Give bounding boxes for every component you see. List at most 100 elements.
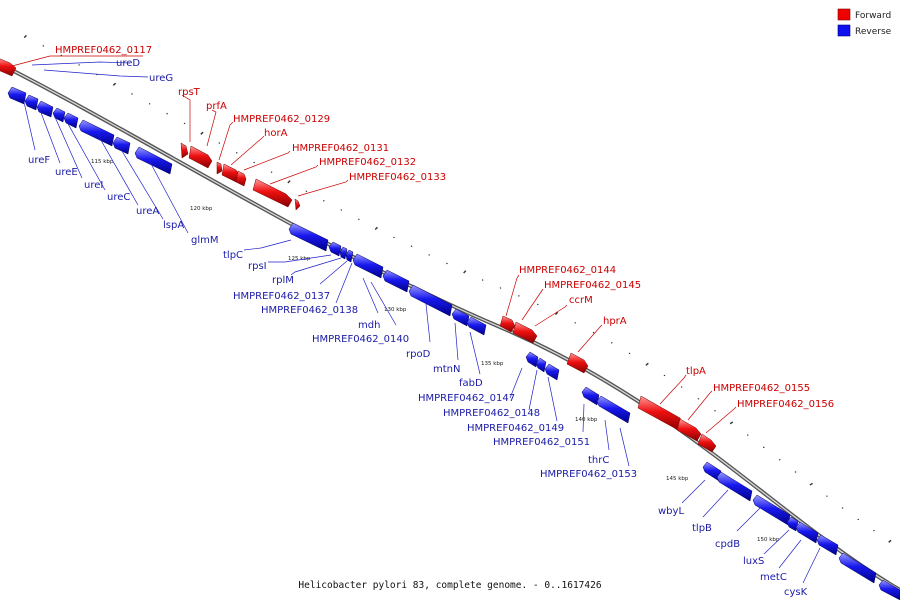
label-hora[interactable]: horA bbox=[264, 128, 288, 139]
label-urea[interactable]: ureA bbox=[136, 206, 159, 217]
label-wbyl[interactable]: wbyL bbox=[658, 506, 684, 517]
gene-block-cysk[interactable] bbox=[816, 534, 839, 556]
gene-block-hmpref0462-0153[interactable] bbox=[596, 395, 631, 424]
gene-block-hmpref0462-0137[interactable] bbox=[345, 249, 354, 263]
gene-block-thrc[interactable] bbox=[581, 386, 600, 406]
label-rpod[interactable]: rpoD bbox=[406, 349, 431, 360]
label-hmpref0462-0153[interactable]: HMPREF0462_0153 bbox=[540, 469, 637, 480]
label-hmpref0462-0133[interactable]: HMPREF0462_0133 bbox=[349, 172, 446, 183]
gene-block-hmpref0462-0131[interactable] bbox=[235, 170, 247, 187]
label-hmpref0462-0140[interactable]: HMPREF0462_0140 bbox=[312, 334, 409, 345]
label-cysk[interactable]: cysK bbox=[784, 587, 808, 598]
label-rplm[interactable]: rplM bbox=[272, 275, 294, 286]
gene-block-rpst[interactable] bbox=[180, 142, 189, 159]
label-uref[interactable]: ureF bbox=[28, 155, 50, 166]
gene-block-ureg[interactable] bbox=[24, 94, 39, 111]
gene-block-tlpa[interactable] bbox=[637, 395, 685, 432]
label-hpra[interactable]: hprA bbox=[603, 316, 627, 327]
gene-block-rpod[interactable] bbox=[408, 284, 453, 317]
gene-block-luxs[interactable] bbox=[786, 516, 799, 532]
forward-leader-lines bbox=[11, 55, 737, 434]
gene-block-hmpref0462-0156[interactable] bbox=[697, 433, 717, 453]
gene-block-hmpref0462-0144[interactable] bbox=[499, 315, 516, 333]
label-hmpref0462-0147[interactable]: HMPREF0462_0147 bbox=[418, 393, 515, 404]
label-metc[interactable]: metC bbox=[760, 572, 787, 583]
gene-block-hmpref0462-0133[interactable] bbox=[294, 198, 301, 211]
legend: Forward Reverse bbox=[837, 8, 892, 37]
gene-block-hmpref0462-0145[interactable] bbox=[512, 321, 538, 344]
gene-block-hmpref0462-0117[interactable] bbox=[0, 58, 17, 77]
gene-block-trailing-2[interactable] bbox=[878, 579, 900, 600]
label-hmpref0462-0156[interactable]: HMPREF0462_0156 bbox=[737, 399, 834, 410]
label-ureg[interactable]: ureG bbox=[149, 73, 173, 84]
gene-block-ured[interactable] bbox=[7, 86, 27, 105]
tick-135-kbp: 135 kbp bbox=[481, 361, 504, 367]
label-ured[interactable]: ureD bbox=[116, 58, 140, 69]
gene-block-fabd[interactable] bbox=[466, 316, 487, 336]
label-hmpref0462-0117[interactable]: HMPREF0462_0117 bbox=[55, 45, 152, 56]
label-hmpref0462-0131[interactable]: HMPREF0462_0131 bbox=[292, 143, 389, 154]
gene-block-urei[interactable] bbox=[63, 112, 79, 129]
tick-mark bbox=[23, 34, 27, 39]
tick-mark bbox=[888, 539, 892, 543]
label-cpdb[interactable]: cpdB bbox=[715, 539, 740, 550]
gene-block-hprA[interactable] bbox=[566, 352, 589, 374]
tick-140-kbp: 140 kbp bbox=[575, 417, 598, 423]
gene-block-hmpref0462-0140[interactable] bbox=[382, 269, 410, 293]
gene-block-hmpref0462-0149[interactable] bbox=[544, 363, 560, 381]
label-hmpref0462-0155[interactable]: HMPREF0462_0155 bbox=[713, 383, 810, 394]
label-prfa[interactable]: prfA bbox=[206, 101, 227, 112]
label-hmpref0462-0148[interactable]: HMPREF0462_0148 bbox=[443, 408, 540, 419]
gene-block-cpdb[interactable] bbox=[752, 494, 791, 526]
label-lspa[interactable]: lspA bbox=[163, 220, 184, 231]
gene-block-metc[interactable] bbox=[795, 521, 819, 544]
label-hmpref0462-0149[interactable]: HMPREF0462_0149 bbox=[467, 423, 564, 434]
gene-block-rplm[interactable] bbox=[339, 246, 348, 260]
label-mtnn[interactable]: mtnN bbox=[433, 364, 460, 375]
gene-block-hmpref0462-0147[interactable] bbox=[525, 351, 539, 368]
gene-block-mtnn[interactable] bbox=[451, 308, 470, 327]
tick-mark bbox=[112, 82, 117, 86]
label-fabd[interactable]: fabD bbox=[459, 378, 483, 389]
label-mdh[interactable]: mdh bbox=[358, 320, 380, 331]
tick-mark bbox=[645, 362, 649, 366]
gene-block-hmpref0462-0148[interactable] bbox=[535, 357, 547, 373]
label-tlpa[interactable]: tlpA bbox=[686, 366, 706, 377]
label-glmm[interactable]: glmM bbox=[191, 235, 219, 246]
gene-block-glmm[interactable] bbox=[134, 146, 173, 175]
gene-block-trailing-1[interactable] bbox=[838, 552, 877, 584]
label-rpsi[interactable]: rpsI bbox=[248, 261, 267, 272]
gene-block-uref[interactable] bbox=[36, 100, 54, 118]
gene-block-hmpref0462-0129[interactable] bbox=[216, 161, 223, 175]
gene-block-hmpref0462-0132[interactable] bbox=[252, 178, 293, 208]
label-hmpref0462-0151[interactable]: HMPREF0462_0151 bbox=[493, 437, 590, 448]
label-rpst[interactable]: rpsT bbox=[178, 87, 201, 98]
label-hmpref0462-0145[interactable]: HMPREF0462_0145 bbox=[544, 280, 641, 291]
gene-block-urec[interactable] bbox=[78, 119, 115, 147]
label-thrc[interactable]: thrC bbox=[588, 455, 609, 466]
label-hmpref0462-0132[interactable]: HMPREF0462_0132 bbox=[319, 157, 416, 168]
label-hmpref0462-0129[interactable]: HMPREF0462_0129 bbox=[233, 114, 330, 125]
label-uree[interactable]: ureE bbox=[55, 167, 78, 178]
gene-block-wbyl[interactable] bbox=[702, 461, 722, 482]
gene-block-prfa[interactable] bbox=[188, 145, 213, 169]
gene-block-rpsi[interactable] bbox=[328, 241, 342, 257]
gene-block-tlpc[interactable] bbox=[288, 222, 329, 252]
tick-125-kbp: 125 kbp bbox=[288, 256, 311, 262]
gene-block-urea[interactable] bbox=[112, 136, 131, 155]
gene-block-mdh[interactable] bbox=[352, 253, 384, 279]
label-urec[interactable]: ureC bbox=[107, 192, 130, 203]
label-urei[interactable]: ureI bbox=[84, 180, 103, 191]
label-hmpref0462-0144[interactable]: HMPREF0462_0144 bbox=[519, 265, 616, 276]
gene-block-tlpb[interactable] bbox=[716, 471, 753, 502]
label-tlpc[interactable]: tlpC bbox=[223, 250, 243, 261]
tick-115-kbp: 115 kbp bbox=[91, 159, 114, 165]
gene-block-hmpref0462-0155[interactable] bbox=[676, 418, 702, 442]
label-hmpref0462-0138[interactable]: HMPREF0462_0138 bbox=[261, 305, 358, 316]
gene-block-uree[interactable] bbox=[52, 107, 66, 123]
label-ccrm[interactable]: ccrM bbox=[569, 295, 593, 306]
label-luxs[interactable]: luxS bbox=[743, 556, 764, 567]
label-hmpref0462-0137[interactable]: HMPREF0462_0137 bbox=[233, 291, 330, 302]
label-tlpb[interactable]: tlpB bbox=[692, 523, 712, 534]
